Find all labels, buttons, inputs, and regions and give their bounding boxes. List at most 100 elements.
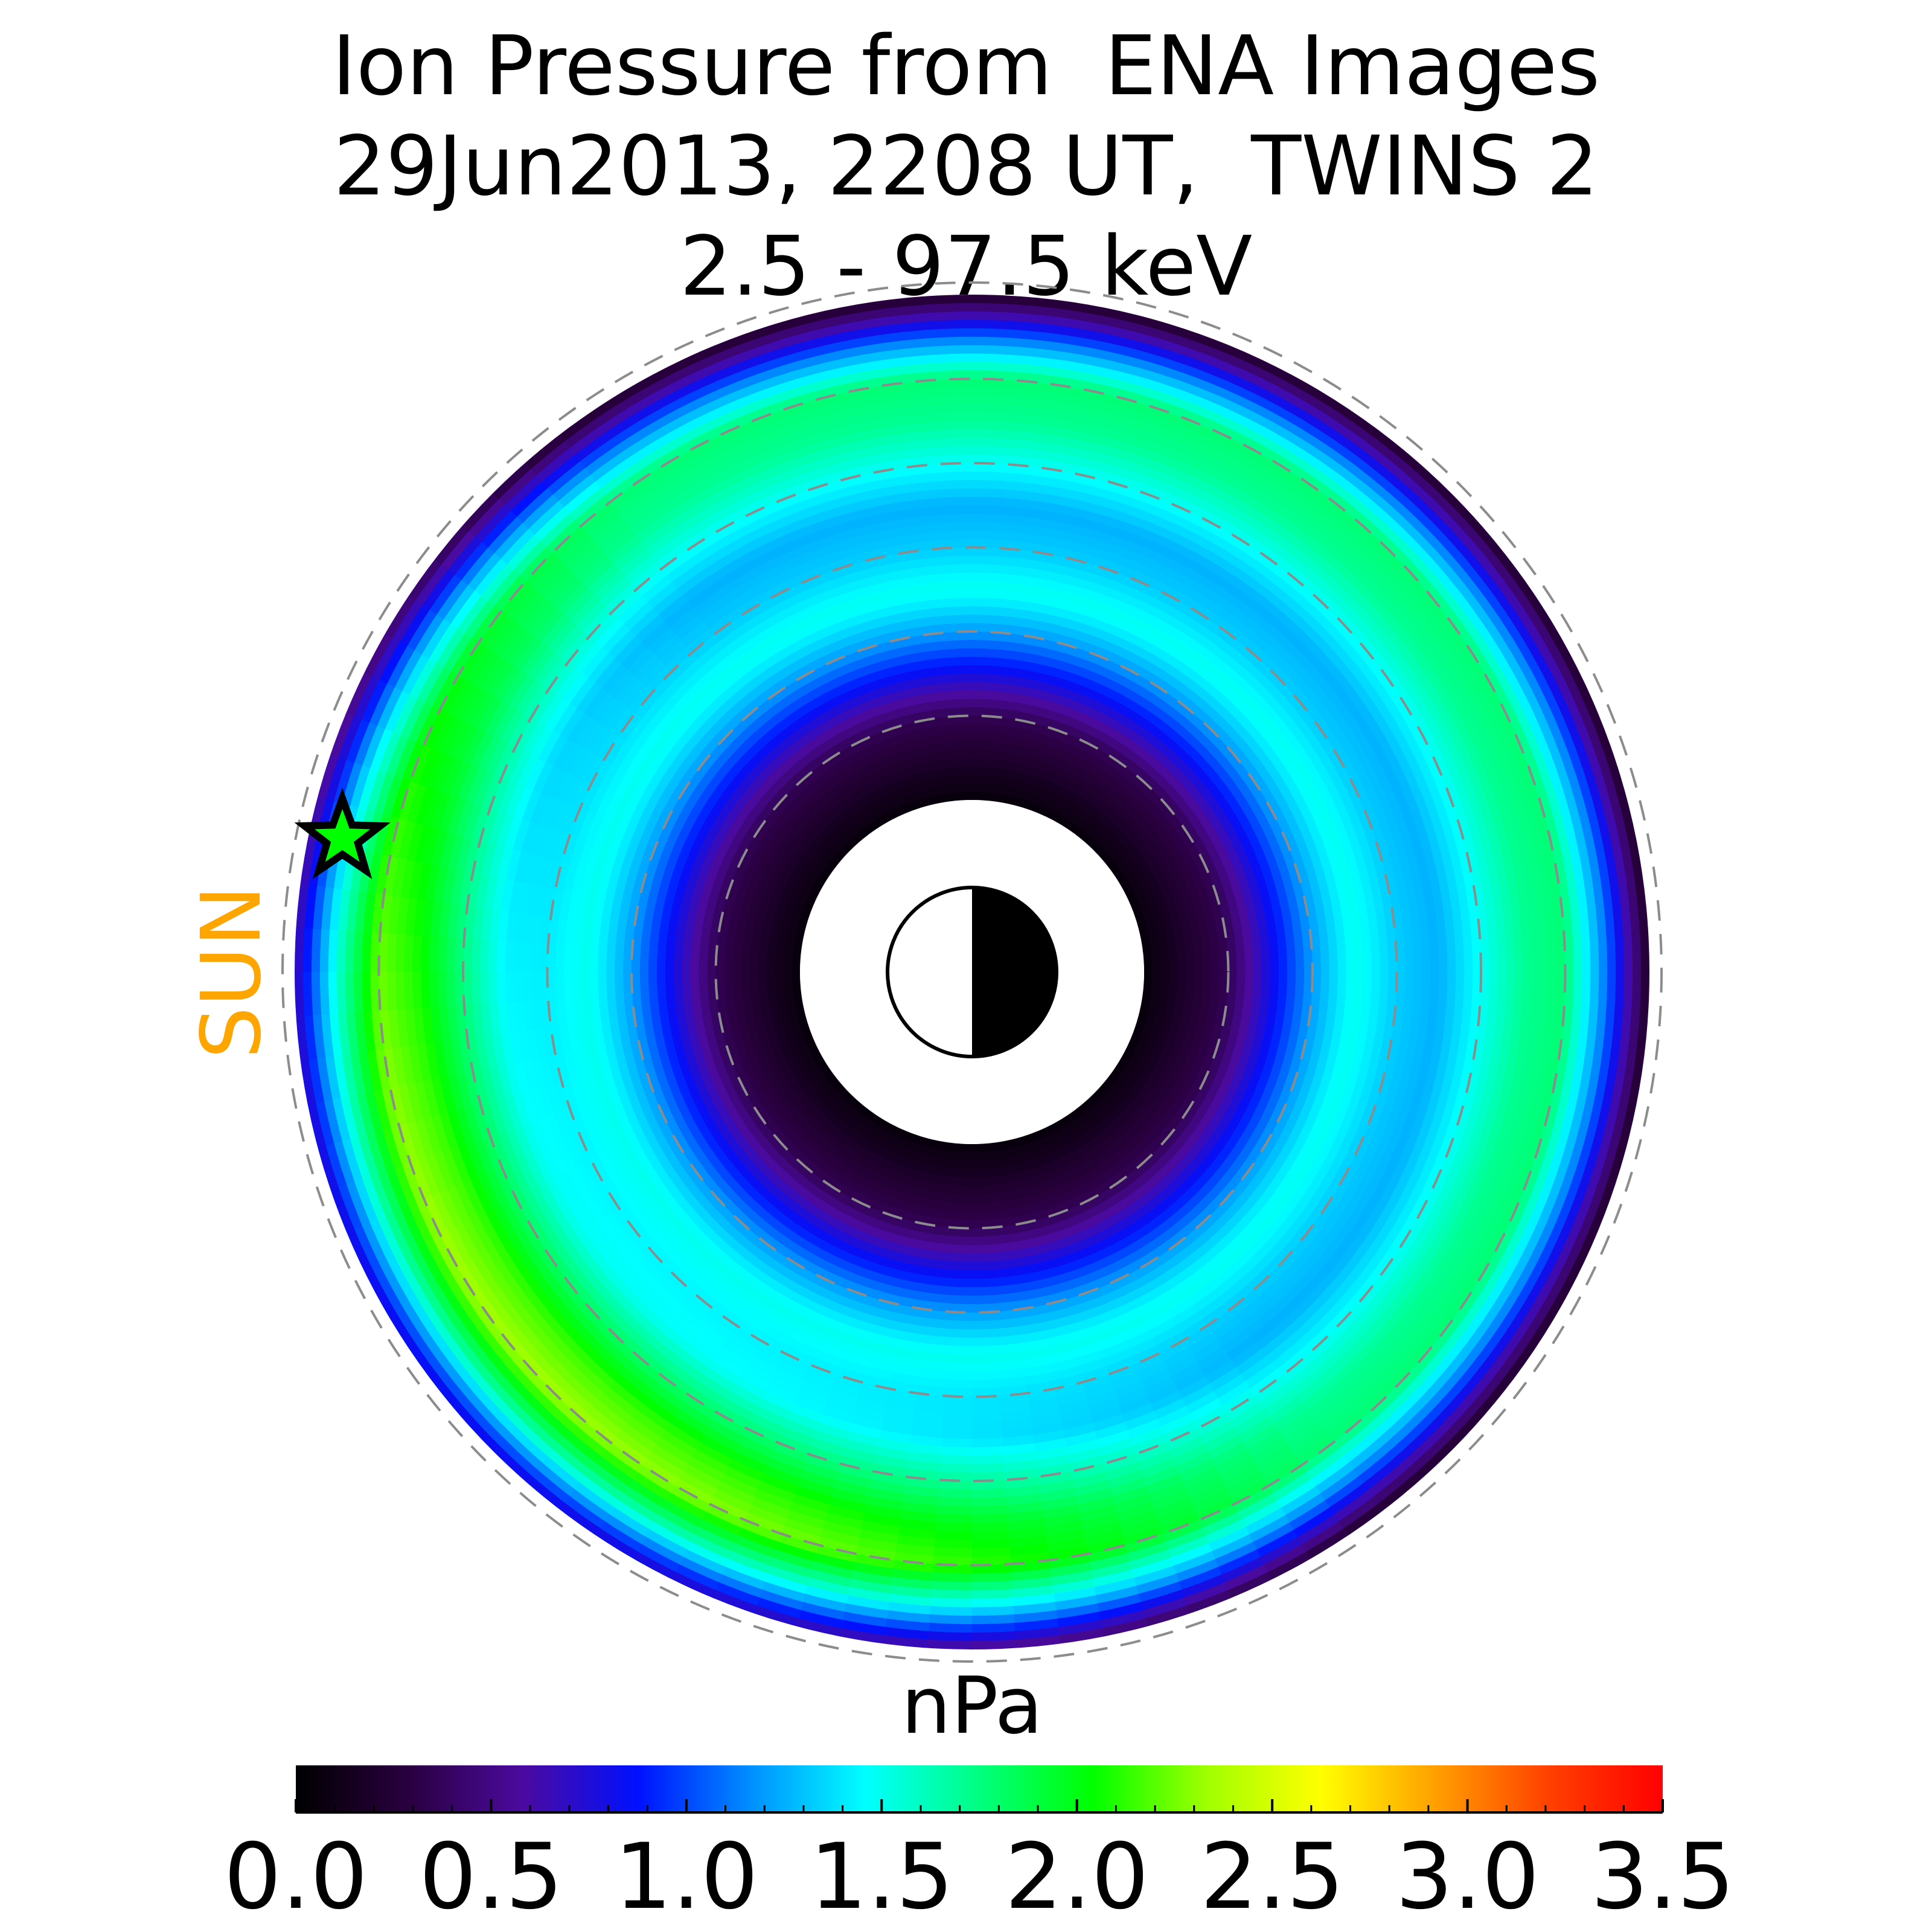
heatmap-cell bbox=[1048, 1255, 1071, 1270]
heatmap-cell bbox=[1218, 938, 1229, 957]
heatmap-cell bbox=[1219, 972, 1229, 990]
heatmap-cell bbox=[778, 1078, 795, 1096]
heatmap-cell bbox=[737, 1122, 756, 1144]
heatmap-cell bbox=[734, 1084, 750, 1105]
heatmap-cell bbox=[942, 749, 959, 760]
heatmap-cell bbox=[785, 715, 808, 735]
heatmap-cell bbox=[959, 1144, 972, 1153]
heatmap-cell bbox=[1047, 683, 1070, 698]
heatmap-cell bbox=[1284, 929, 1296, 953]
heatmap-cell bbox=[827, 711, 849, 729]
heatmap-cell bbox=[1283, 759, 1305, 787]
heatmap-cell bbox=[1151, 947, 1162, 961]
heatmap-cell bbox=[955, 706, 973, 717]
heatmap-cell bbox=[1091, 1120, 1108, 1136]
heatmap-cell bbox=[1095, 1215, 1118, 1233]
heatmap-cell bbox=[654, 886, 668, 911]
heatmap-cell bbox=[758, 1282, 785, 1304]
heatmap-cell bbox=[1162, 918, 1175, 935]
heatmap-cell bbox=[1247, 1138, 1268, 1163]
heatmap-cell bbox=[1062, 697, 1084, 712]
heatmap-cell bbox=[952, 1244, 972, 1255]
heatmap-cell bbox=[753, 1248, 778, 1270]
heatmap-cell bbox=[632, 926, 643, 951]
heatmap-cell bbox=[1223, 822, 1241, 845]
heatmap-cell bbox=[956, 1194, 972, 1204]
heatmap-cell bbox=[1227, 796, 1247, 820]
heatmap-cell bbox=[935, 784, 950, 795]
heatmap-cell bbox=[753, 1182, 776, 1203]
heatmap-cell bbox=[683, 1046, 698, 1069]
heatmap-cell bbox=[1292, 1037, 1307, 1062]
heatmap-cell bbox=[1107, 1081, 1123, 1098]
heatmap-cell bbox=[752, 707, 776, 729]
heatmap-cell bbox=[1303, 776, 1324, 804]
heatmap-cell bbox=[1066, 1247, 1090, 1264]
heatmap-cell bbox=[1164, 873, 1179, 891]
heatmap-cell bbox=[822, 600, 851, 619]
heatmap-cell bbox=[955, 715, 973, 725]
heatmap-cell bbox=[1134, 888, 1148, 904]
heatmap-cell bbox=[708, 653, 735, 679]
heatmap-cell bbox=[1122, 1158, 1142, 1177]
heatmap-cell bbox=[791, 971, 801, 984]
heatmap-cell bbox=[1212, 1196, 1235, 1221]
heatmap-cell bbox=[875, 1317, 903, 1332]
heatmap-cell bbox=[1263, 848, 1280, 872]
heatmap-cell bbox=[1547, 933, 1558, 974]
heatmap-cell bbox=[581, 919, 593, 947]
heatmap-cell bbox=[943, 529, 974, 540]
heatmap-cell bbox=[728, 1051, 743, 1070]
heatmap-cell bbox=[1201, 835, 1218, 856]
heatmap-cell bbox=[1334, 846, 1351, 875]
heatmap-cell bbox=[825, 664, 849, 682]
heatmap-cell bbox=[972, 606, 998, 616]
heatmap-cell bbox=[1053, 1209, 1074, 1224]
heatmap-cell bbox=[1446, 972, 1457, 1006]
heatmap-cell bbox=[808, 1291, 836, 1311]
heatmap-cell bbox=[742, 1063, 758, 1083]
heatmap-cell bbox=[841, 814, 858, 830]
heatmap-cell bbox=[1108, 1067, 1123, 1083]
heatmap-cell bbox=[741, 1099, 760, 1120]
heatmap-cell bbox=[988, 1243, 1009, 1254]
heatmap-cell bbox=[1194, 972, 1204, 988]
heatmap-cell bbox=[889, 1268, 912, 1282]
heatmap-cell bbox=[1069, 1201, 1090, 1218]
heatmap-cell bbox=[1126, 651, 1153, 671]
heatmap-cell bbox=[1092, 1208, 1113, 1226]
heatmap-cell bbox=[1292, 810, 1311, 837]
heatmap-cell bbox=[1317, 1092, 1335, 1121]
heatmap-cell bbox=[1067, 821, 1083, 836]
heatmap-cell bbox=[972, 504, 1005, 515]
heatmap-cell bbox=[1210, 654, 1237, 679]
heatmap-cell bbox=[1317, 1041, 1332, 1069]
heatmap-cell bbox=[985, 766, 1000, 777]
heatmap-cell bbox=[889, 723, 909, 738]
heatmap-cell bbox=[1099, 1341, 1128, 1360]
heatmap-cell bbox=[772, 1140, 791, 1160]
heatmap-cell bbox=[1151, 1229, 1175, 1250]
heatmap-cell bbox=[1230, 707, 1255, 732]
heatmap-cell bbox=[972, 521, 1003, 532]
heatmap-cell bbox=[804, 1252, 829, 1271]
heatmap-cell bbox=[917, 1367, 946, 1380]
heatmap-cell bbox=[971, 1202, 988, 1212]
heatmap-cell bbox=[674, 1048, 689, 1071]
heatmap-cell bbox=[954, 698, 973, 708]
heatmap-cell bbox=[943, 1176, 959, 1186]
heatmap-cell bbox=[665, 930, 677, 953]
heatmap-cell bbox=[848, 749, 868, 765]
heatmap-cell bbox=[683, 700, 709, 726]
heatmap-cell bbox=[1169, 1255, 1195, 1278]
heatmap-cell bbox=[868, 658, 892, 674]
heatmap-cell bbox=[880, 1121, 896, 1135]
heatmap-cell bbox=[888, 796, 904, 810]
heatmap-cell bbox=[1106, 1238, 1130, 1256]
heatmap-cell bbox=[913, 675, 936, 688]
heatmap-cell bbox=[1150, 1079, 1166, 1097]
heatmap-cell bbox=[970, 1421, 1002, 1431]
heatmap-cell bbox=[622, 947, 633, 972]
heatmap-cell bbox=[1322, 795, 1343, 824]
heatmap-cell bbox=[1371, 945, 1381, 974]
